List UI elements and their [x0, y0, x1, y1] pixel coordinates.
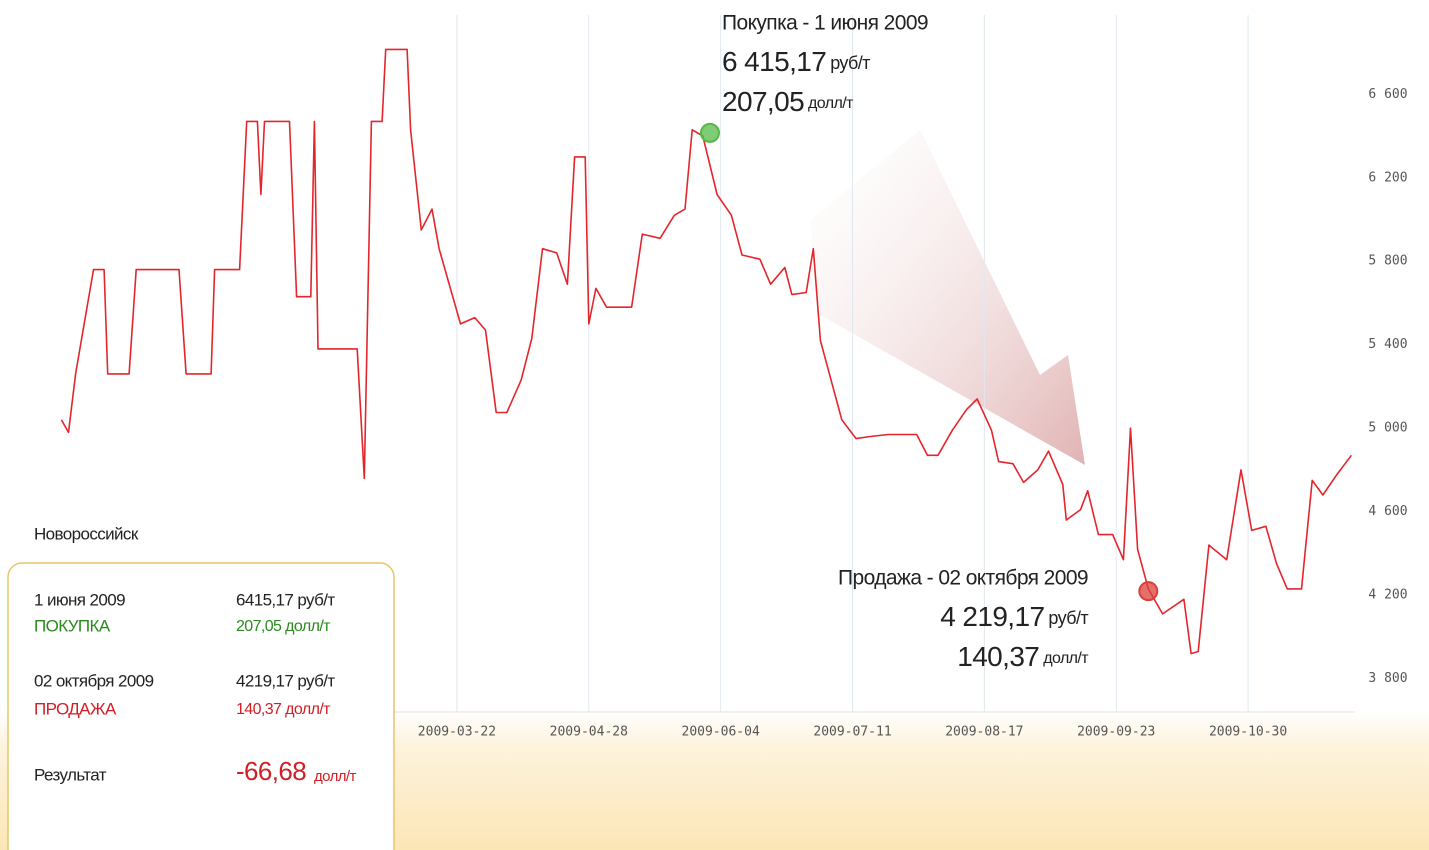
- y-tick-label: 6 200: [1368, 170, 1407, 185]
- trade-rub-value: 4 219,17: [940, 601, 1044, 632]
- row-action: ПОКУПКА: [34, 616, 111, 635]
- row-rub: 6415,17 руб/т: [236, 590, 335, 609]
- trade-usd: 207,05 долл/т: [722, 86, 854, 117]
- x-tick-label: 2009-03-22: [418, 725, 496, 740]
- x-tick-label: 2009-06-04: [682, 725, 760, 740]
- row-action: ПРОДАЖА: [34, 699, 117, 718]
- result-unit: долл/т: [314, 768, 356, 785]
- trade-rub: 4 219,17 руб/т: [940, 601, 1088, 632]
- plot: 2009-03-22 2009-04-28 2009-06-04 2009-07-11…: [60, 12, 1408, 740]
- trade-usd-unit: долл/т: [808, 95, 854, 112]
- trade-title: Покупка - 1 июня 2009: [722, 12, 928, 35]
- trade-marker: [1138, 581, 1159, 602]
- result-label: Результат: [34, 765, 107, 784]
- x-tick-label: 2009-08-17: [945, 725, 1023, 740]
- y-tick-label: 6 600: [1368, 87, 1407, 102]
- x-tick-label: 2009-04-28: [550, 725, 628, 740]
- row-rub: 4219,17 руб/т: [236, 671, 335, 690]
- y-tick-label: 5 400: [1368, 337, 1407, 352]
- row-date: 02 октября 2009: [34, 671, 154, 690]
- panel-place: Новороссийск: [34, 524, 139, 543]
- y-tick-label: 5 000: [1368, 421, 1407, 436]
- y-tick-label: 3 800: [1368, 671, 1407, 686]
- info-panel: Новороссийск 1 июня 2009 ПОКУПКА 6415,17…: [7, 524, 395, 850]
- x-tick-label: 2009-09-23: [1077, 725, 1155, 740]
- trade-usd-value: 140,37: [957, 641, 1039, 672]
- trade-title: Продажа - 02 октября 2009: [838, 567, 1088, 590]
- y-tick-label: 5 800: [1368, 254, 1407, 269]
- trend-arrow: [810, 130, 1085, 465]
- trade-rub-unit: руб/т: [830, 53, 870, 73]
- y-tick-label: 4 200: [1368, 588, 1407, 603]
- row-usd: 207,05 долл/т: [236, 618, 331, 635]
- trade-usd-unit: долл/т: [1043, 650, 1089, 667]
- x-tick-label: 2009-07-11: [813, 725, 891, 740]
- trade-rub-unit: руб/т: [1048, 608, 1088, 628]
- result-value: -66,68: [236, 756, 306, 786]
- row-usd: 140,37 долл/т: [236, 701, 331, 718]
- x-tick-label: 2009-10-30: [1209, 725, 1287, 740]
- trade-usd: 140,37 долл/т: [957, 641, 1089, 672]
- trade-marker: [699, 122, 720, 143]
- y-tick-label: 4 600: [1368, 504, 1407, 519]
- panel-box: [7, 562, 395, 850]
- trade-rub-value: 6 415,17: [722, 46, 826, 77]
- row-date: 1 июня 2009: [34, 590, 125, 609]
- trade-rub: 6 415,17 руб/т: [722, 46, 870, 77]
- trade-usd-value: 207,05: [722, 86, 804, 117]
